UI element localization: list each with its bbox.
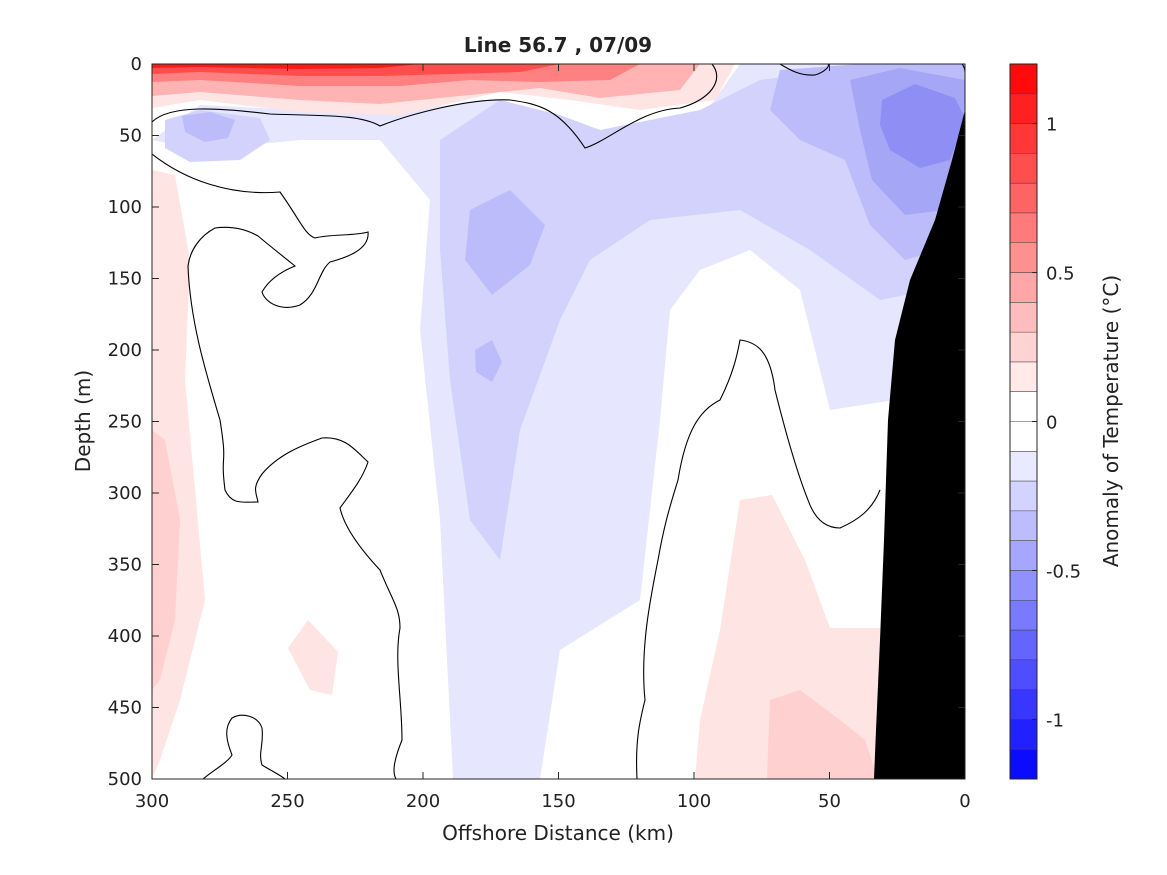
colorbar-band (1010, 361, 1037, 393)
colorbar-tick-label: 0 (1046, 413, 1057, 434)
warm-region-deep-nearshore (695, 495, 880, 779)
y-tick-label: 200 (108, 340, 142, 361)
colorbar-band (1010, 719, 1037, 750)
chart-title: Line 56.7 , 07/09 (464, 33, 652, 57)
y-tick-label: 100 (108, 197, 142, 218)
colorbar-tick-label: 1 (1046, 115, 1057, 136)
x-tick-label: 0 (959, 791, 970, 812)
colorbar-band (1010, 689, 1037, 720)
colorbar-band (1010, 212, 1037, 244)
x-tick-label: 200 (406, 791, 440, 812)
y-tick-label: 50 (119, 126, 142, 147)
colorbar-band (1010, 570, 1037, 601)
colorbar-band (1010, 540, 1037, 571)
warm-region-west-core (152, 430, 180, 690)
colorbar-ticks: 1 0.5 0 -0.5 -1 (1032, 115, 1081, 731)
surface-warm-band-5 (152, 64, 420, 69)
colorbar-tick-label: -1 (1046, 710, 1064, 731)
colorbar-band (1010, 153, 1037, 184)
colorbar-band (1010, 123, 1037, 154)
y-tick-label: 500 (108, 769, 142, 790)
y-axis-ticks: 0 50 100 150 200 250 300 350 400 450 500 (108, 54, 965, 790)
y-tick-label: 150 (108, 269, 142, 290)
colorbar-band (1010, 481, 1037, 512)
x-tick-label: 50 (818, 791, 841, 812)
contour-field (152, 64, 965, 779)
colorbar-band (1010, 749, 1037, 780)
y-tick-label: 400 (108, 626, 142, 647)
x-tick-label: 150 (541, 791, 575, 812)
colorbar-band (1010, 451, 1037, 482)
zero-contour-surface (152, 64, 718, 149)
y-tick-label: 350 (108, 555, 142, 576)
x-axis-label: Offshore Distance (km) (442, 821, 674, 845)
cool-region-lens-small (475, 340, 502, 382)
colorbar-band (1010, 421, 1037, 452)
zero-contour-mid (636, 339, 881, 779)
colorbar-band (1010, 242, 1037, 274)
colorbar-band (1010, 600, 1037, 631)
bathymetry-mask (874, 110, 965, 779)
colorbar-tick-label: 0.5 (1046, 264, 1075, 285)
colorbar (1010, 64, 1037, 780)
y-tick-label: 450 (108, 698, 142, 719)
zero-contour-nearshore-loop (779, 64, 829, 76)
colorbar-band (1010, 183, 1037, 214)
colorbar-band (1010, 659, 1037, 691)
cool-region-nearshore-core (880, 84, 965, 168)
y-tick-label: 300 (108, 483, 142, 504)
cool-region-outer (152, 64, 965, 779)
zero-contours (152, 64, 965, 779)
colorbar-band (1010, 93, 1037, 125)
warm-region-deep-core (767, 690, 878, 779)
colorbar-band (1010, 64, 1037, 95)
x-tick-label: 250 (270, 791, 304, 812)
colorbar-band (1010, 332, 1037, 363)
x-axis-ticks: 300 250 200 150 100 50 0 (135, 64, 971, 812)
colorbar-band (1010, 391, 1037, 422)
y-tick-label: 250 (108, 412, 142, 433)
zero-contour-west-deep (152, 153, 403, 779)
cool-region-mid (440, 64, 965, 560)
y-axis-label: Depth (m) (71, 370, 95, 472)
colorbar-band (1010, 630, 1037, 661)
cool-region-west-core (182, 112, 235, 142)
colorbar-label: Anomaly of Temperature (°C) (1099, 275, 1123, 567)
colorbar-band (1010, 302, 1037, 333)
cool-region-lens (465, 190, 545, 295)
y-tick-label: 0 (131, 54, 142, 75)
zero-contour-deep-loop (202, 714, 286, 779)
warm-region-patch (288, 620, 338, 695)
x-tick-label: 300 (135, 791, 169, 812)
colorbar-band (1010, 272, 1037, 303)
colorbar-band (1010, 510, 1037, 542)
colorbar-tick-label: -0.5 (1046, 561, 1081, 582)
x-tick-label: 100 (677, 791, 711, 812)
